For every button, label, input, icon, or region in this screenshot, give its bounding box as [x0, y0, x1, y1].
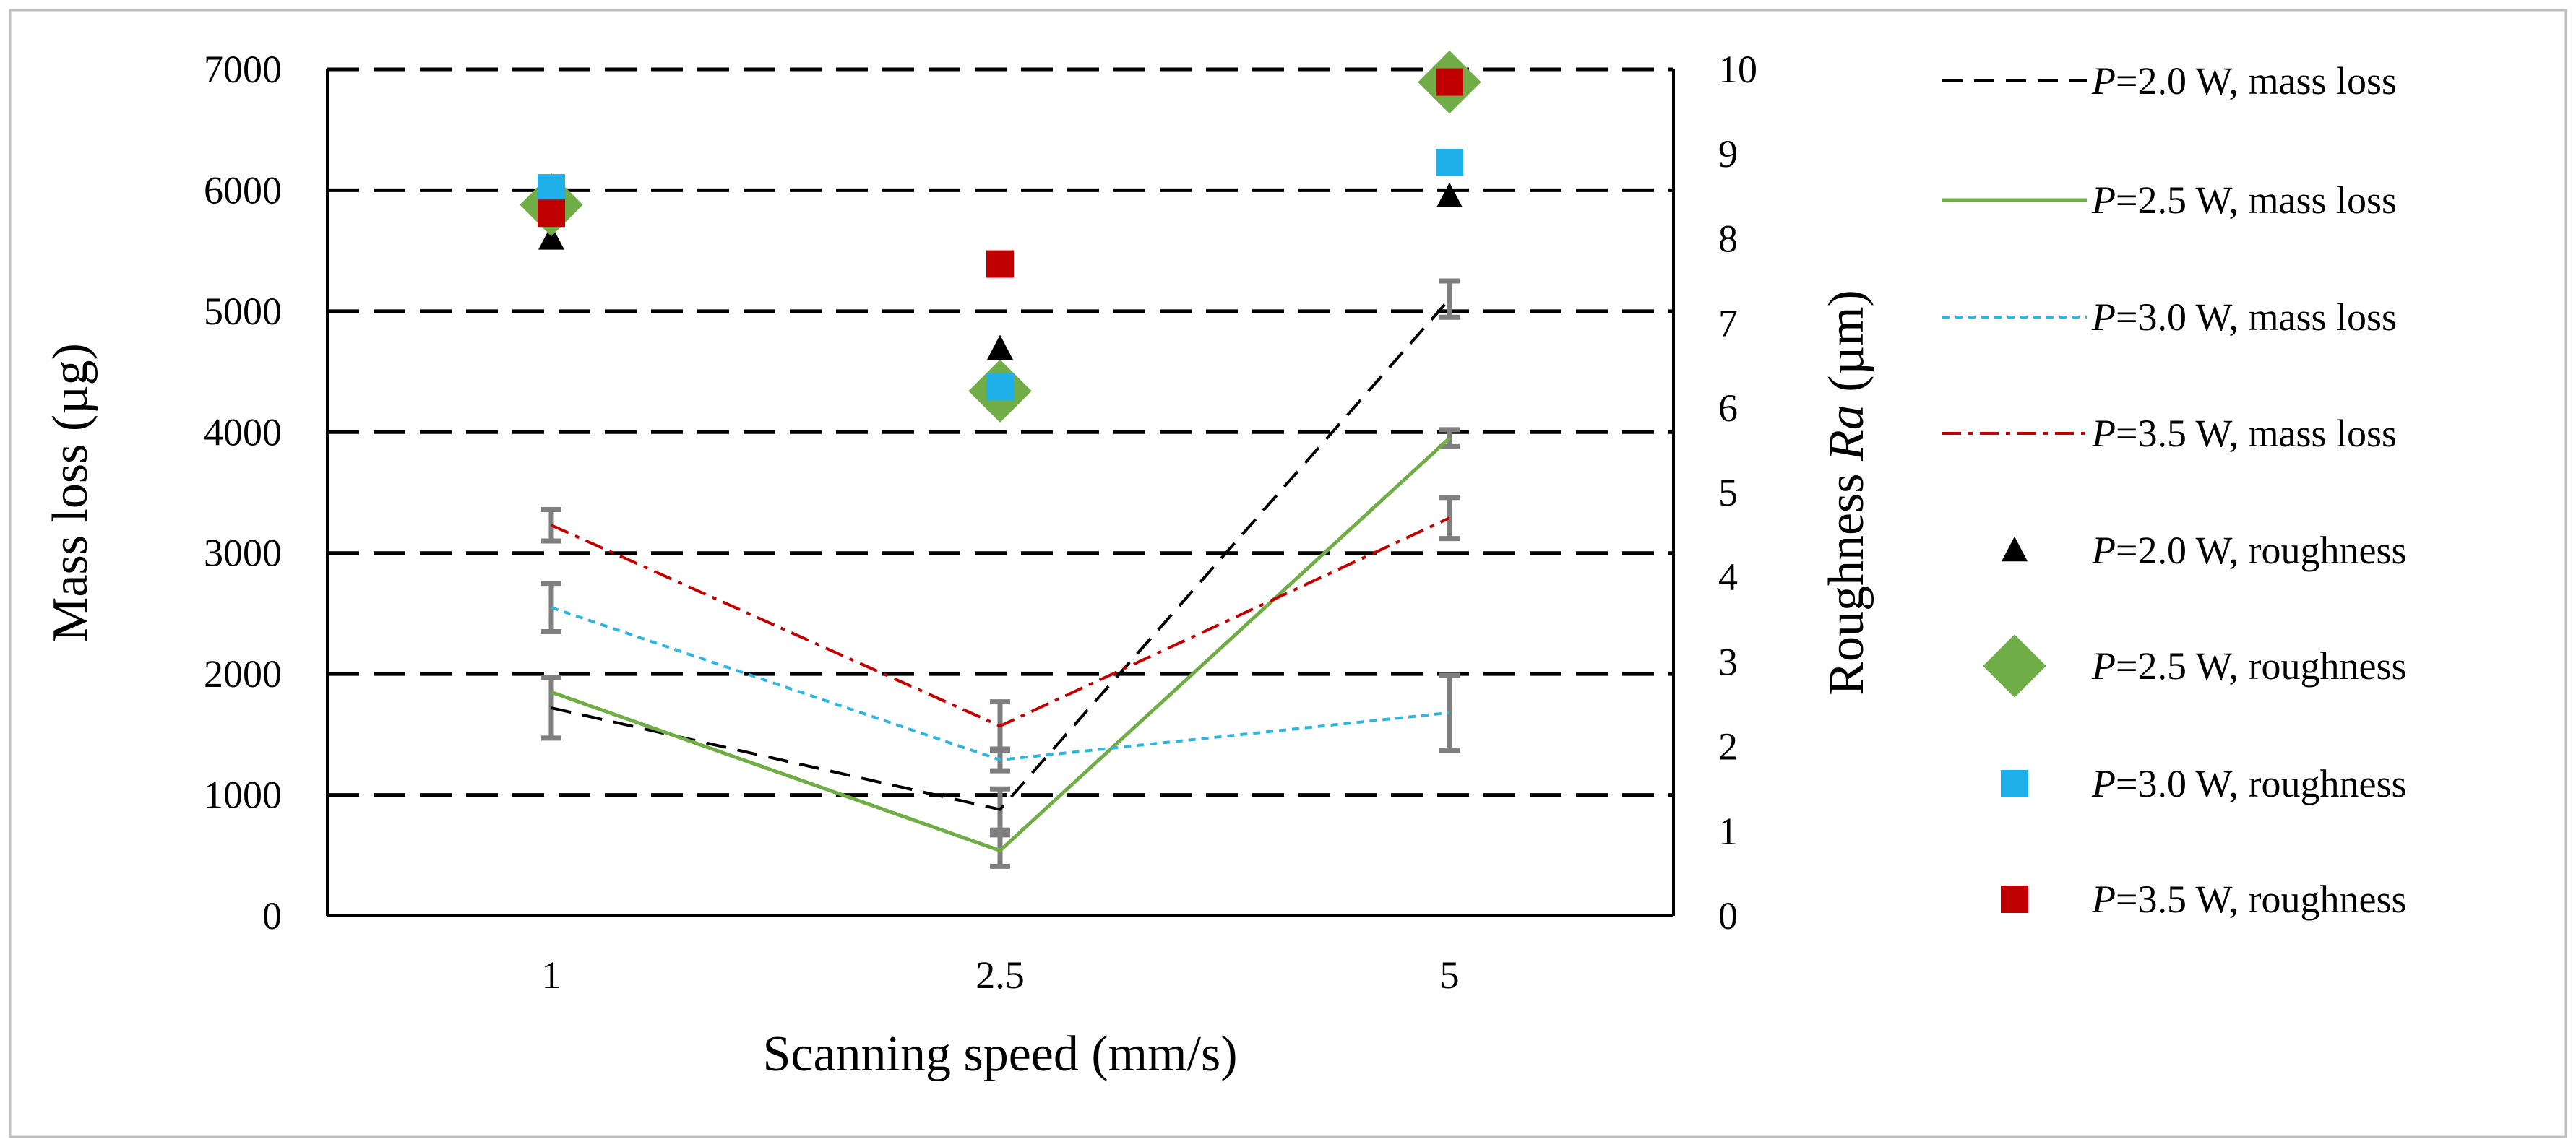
- series-line-2: [541, 581, 1460, 774]
- roughness-point: [986, 250, 1014, 278]
- legend-item-1: P=2.5 W, mass loss: [1942, 178, 2397, 222]
- legend-label-prefix: P: [2091, 644, 2116, 688]
- legend-label: P=2.0 W, mass loss: [2091, 59, 2397, 103]
- roughness-point: [1436, 148, 1463, 176]
- y-tick-label-7000: 7000: [204, 48, 282, 91]
- roughness-point: [538, 199, 565, 228]
- legend-label-rest: =2.0 W, roughness: [2116, 529, 2406, 572]
- legend-label-prefix: P: [2091, 762, 2116, 805]
- x-tick-labels: 1 2.5 5: [542, 953, 1460, 997]
- legend-item-3: P=3.5 W, mass loss: [1942, 412, 2397, 455]
- y2-tick-label-9: 9: [1718, 132, 1738, 176]
- roughness-markers: [520, 50, 1481, 423]
- roughness-point: [538, 174, 565, 202]
- roughness-point: [986, 373, 1014, 401]
- y2-tick-label-4: 4: [1718, 555, 1738, 599]
- roughness-point: [987, 334, 1013, 360]
- legend-label-rest: =3.0 W, roughness: [2116, 762, 2406, 805]
- legend-marker: [2001, 886, 2028, 913]
- legend-label: P=3.5 W, roughness: [2091, 878, 2406, 921]
- legend-label-rest: =2.5 W, roughness: [2116, 644, 2406, 688]
- y-tick-label-5000: 5000: [204, 290, 282, 333]
- legend-label-prefix: P: [2091, 412, 2116, 455]
- series-path: [551, 436, 1451, 853]
- legend-item-6: P=3.0 W, roughness: [2001, 762, 2406, 805]
- y-tick-label-1000: 1000: [204, 774, 282, 817]
- legend-label: P=2.0 W, roughness: [2091, 529, 2406, 572]
- legend-label-prefix: P: [2091, 59, 2116, 103]
- legend-label-rest: =3.5 W, mass loss: [2116, 412, 2397, 455]
- y2-tick-label-0: 0: [1718, 894, 1738, 938]
- legend-item-0: P=2.0 W, mass loss: [1942, 59, 2397, 103]
- roughness-point: [538, 225, 564, 250]
- legend-label: P=2.5 W, mass loss: [2091, 178, 2397, 222]
- legend-label-rest: =2.0 W, mass loss: [2116, 59, 2397, 103]
- y2-tick-label-8: 8: [1718, 217, 1738, 260]
- y-tick-label-3000: 3000: [204, 532, 282, 575]
- legend-label: P=2.5 W, roughness: [2091, 644, 2406, 688]
- y2-tick-label-6: 6: [1718, 386, 1738, 430]
- y2-axis-title: Roughness Ra (µm): [1819, 290, 1874, 695]
- x-axis-title: Scanning speed (mm/s): [762, 1026, 1237, 1082]
- y2-tick-label-7: 7: [1718, 302, 1738, 345]
- legend-label-prefix: P: [2091, 878, 2116, 921]
- y2-axis-title-suffix: (µm): [1819, 290, 1874, 404]
- error-bar: [1439, 278, 1460, 320]
- axes: [326, 69, 1675, 917]
- legend-label-prefix: P: [2091, 178, 2116, 222]
- x-tick-label-5: 5: [1440, 953, 1460, 997]
- legend-label-rest: =3.5 W, roughness: [2116, 878, 2406, 921]
- series-path: [551, 606, 1450, 762]
- y2-tick-label-5: 5: [1718, 471, 1738, 514]
- roughness-series-0: [538, 182, 1463, 360]
- series-path: [551, 516, 1450, 728]
- y2-axis-title-italic: Ra: [1819, 404, 1874, 462]
- legend-marker: [2002, 536, 2028, 562]
- y2-tick-label-10: 10: [1718, 48, 1757, 91]
- y-tick-label-2000: 2000: [204, 652, 282, 696]
- y2-tick-label-2: 2: [1718, 725, 1738, 769]
- legend-item-7: P=3.5 W, roughness: [2001, 878, 2406, 921]
- y-tick-label-0: 0: [262, 894, 282, 938]
- legend-item-5: P=2.5 W, roughness: [1983, 634, 2406, 698]
- y-tick-labels: 0 1000 2000 3000 4000 5000 6000 7000: [204, 48, 282, 938]
- legend-marker: [2001, 770, 2028, 797]
- legend-label-prefix: P: [2091, 295, 2116, 339]
- y2-tick-labels: 0 1 2 3 4 5 6 7 8 9 10: [1718, 48, 1757, 938]
- chart-frame: [9, 9, 2567, 1138]
- roughness-series-2: [538, 148, 1463, 401]
- legend-label-rest: =3.0 W, mass loss: [2116, 295, 2397, 339]
- series-line-1: [551, 427, 1460, 869]
- roughness-series-3: [538, 68, 1463, 278]
- y2-axis-title-prefix: Roughness: [1819, 461, 1874, 696]
- x-tick-label-1: 1: [542, 953, 561, 997]
- roughness-point: [1436, 68, 1463, 96]
- y-tick-label-6000: 6000: [204, 168, 282, 212]
- legend-label: P=3.0 W, mass loss: [2091, 295, 2397, 339]
- legend-label: P=3.5 W, mass loss: [2091, 412, 2397, 455]
- y-axis-title: Mass loss (µg): [43, 343, 98, 642]
- roughness-point: [1436, 182, 1463, 207]
- legend-marker: [1983, 634, 2046, 698]
- series: [541, 278, 1460, 869]
- legend-label: P=3.0 W, roughness: [2091, 762, 2406, 805]
- series-line-0: [541, 278, 1460, 833]
- legend-item-2: P=3.0 W, mass loss: [1942, 295, 2397, 339]
- legend-item-4: P=2.0 W, roughness: [2002, 529, 2406, 572]
- legend-label-rest: =2.5 W, mass loss: [2116, 178, 2397, 222]
- y-tick-label-4000: 4000: [204, 410, 282, 454]
- legend-label-prefix: P: [2091, 529, 2116, 572]
- y2-tick-label-1: 1: [1718, 810, 1738, 853]
- x-tick-label-2.5: 2.5: [975, 953, 1025, 997]
- y2-tick-label-3: 3: [1718, 640, 1738, 683]
- series-path: [551, 298, 1451, 811]
- series-line-3: [541, 495, 1460, 753]
